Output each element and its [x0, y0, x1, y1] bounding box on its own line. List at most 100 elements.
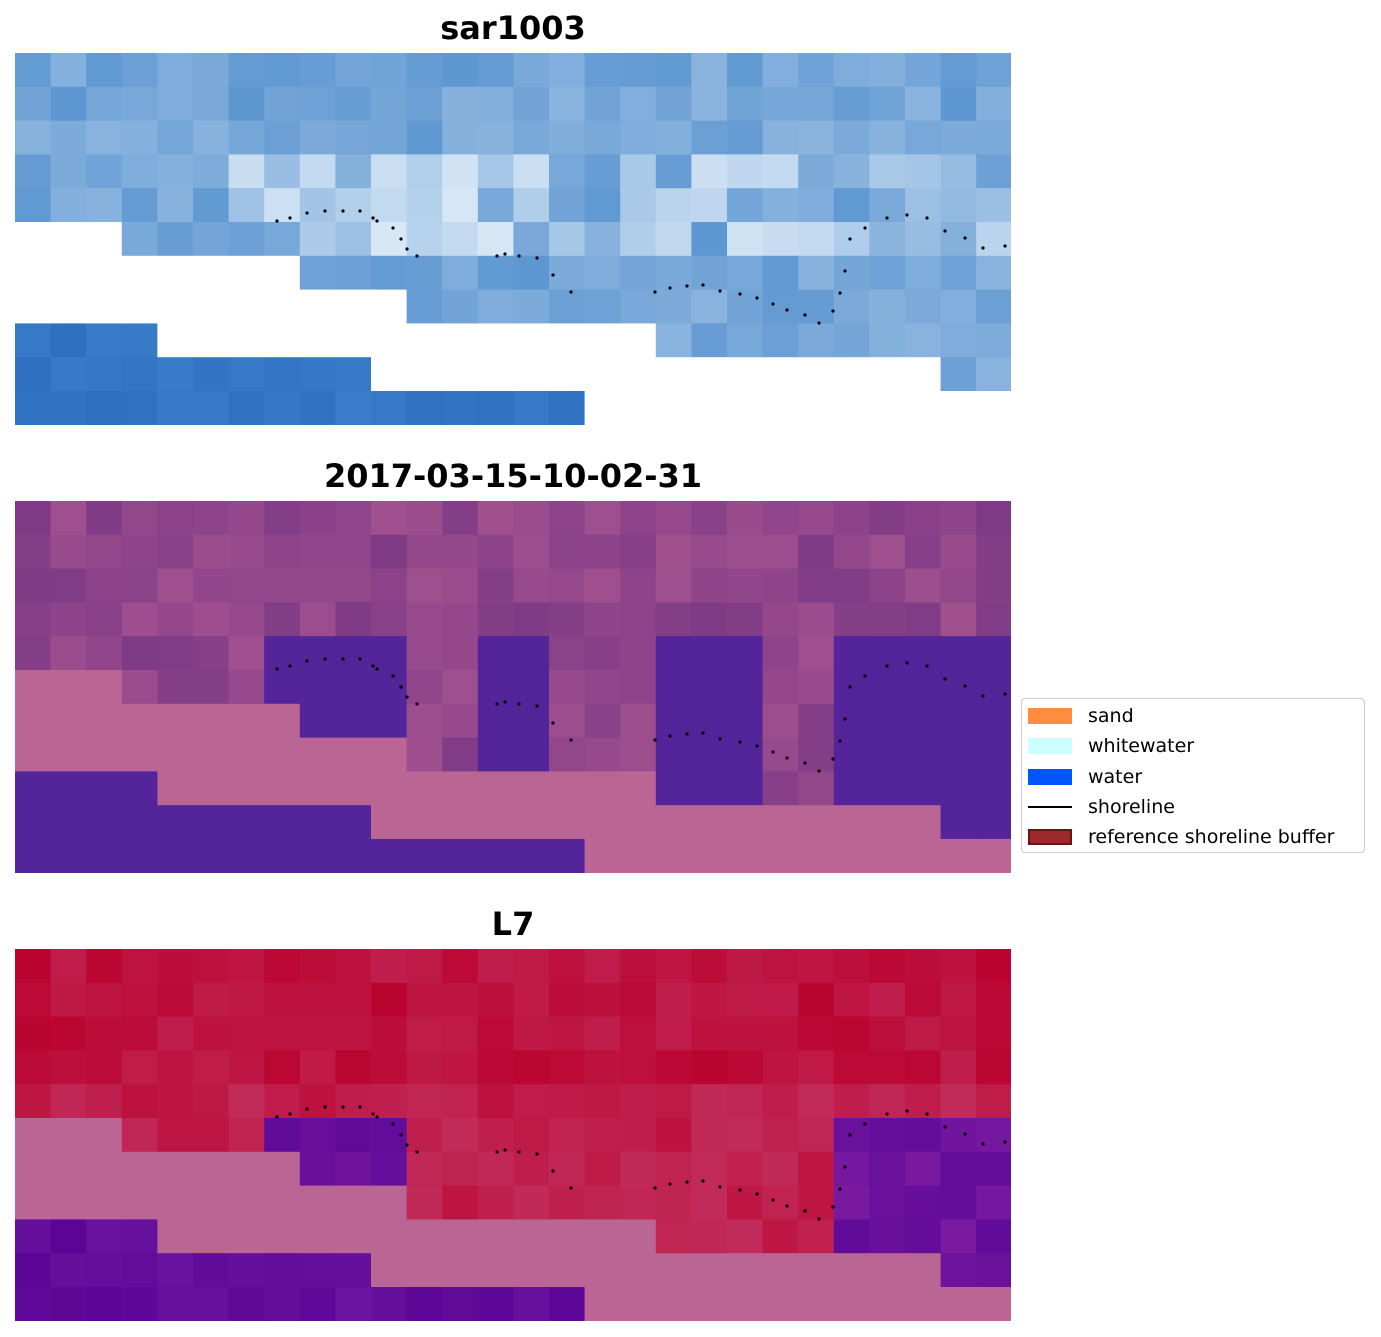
raster-pixel — [940, 1084, 977, 1119]
raster-pixel — [299, 86, 336, 122]
raster-pixel — [264, 120, 301, 155]
raster-pixel — [264, 1016, 301, 1051]
raster-pixel — [727, 534, 764, 570]
raster-pixel — [299, 1118, 336, 1153]
legend-label-shoreline: shoreline — [1088, 796, 1175, 818]
raster-pixel — [798, 357, 835, 392]
raster-pixel — [620, 120, 657, 155]
raster-pixel — [513, 86, 550, 122]
shoreline-point — [963, 684, 967, 688]
raster-pixel — [228, 53, 265, 88]
shoreline-point — [375, 219, 379, 223]
raster-pixel — [442, 391, 479, 425]
raster-pixel — [905, 222, 942, 257]
raster-pixel — [335, 53, 372, 88]
raster-pixel — [442, 1219, 479, 1254]
raster-pixel — [371, 86, 408, 122]
raster-pixel — [833, 188, 870, 223]
raster-pixel — [691, 568, 728, 603]
raster-pixel — [121, 1185, 158, 1220]
raster-pixel — [15, 188, 52, 223]
raster-pixel — [549, 1084, 586, 1119]
raster-pixel — [869, 771, 906, 806]
raster-pixel — [264, 154, 301, 189]
raster-pixel — [549, 501, 586, 536]
raster-pixel — [86, 120, 123, 155]
raster-pixel — [549, 255, 586, 291]
raster-pixel — [869, 1185, 906, 1220]
raster-pixel — [442, 1253, 479, 1288]
raster-pixel — [406, 1185, 443, 1220]
raster-pixel — [299, 289, 336, 324]
raster-pixel — [940, 534, 977, 570]
raster-pixel — [477, 1118, 514, 1153]
raster-pixel — [371, 154, 408, 189]
raster-pixel — [299, 357, 336, 392]
raster-pixel — [833, 289, 870, 324]
raster-pixel — [905, 53, 942, 88]
raster-pixel — [798, 154, 835, 189]
raster-pixel — [335, 737, 372, 772]
raster-pixel — [15, 1118, 52, 1153]
raster-pixel — [976, 839, 1011, 873]
raster-pixel — [121, 771, 158, 806]
raster-pixel — [228, 255, 265, 291]
shoreline-point — [905, 1109, 909, 1113]
raster-pixel — [584, 1050, 621, 1085]
shoreline-point — [685, 1180, 689, 1184]
raster-pixel — [869, 120, 906, 155]
raster-pixel — [620, 357, 657, 392]
shoreline-point — [399, 1133, 403, 1137]
raster-pixel — [940, 1253, 977, 1288]
raster-pixel — [121, 357, 158, 392]
raster-pixel — [513, 771, 550, 806]
raster-pixel — [157, 949, 194, 984]
raster-pixel — [869, 534, 906, 570]
raster-pixel — [727, 188, 764, 223]
raster-pixel — [655, 568, 692, 603]
raster-pixel — [193, 86, 230, 122]
raster-pixel — [513, 120, 550, 155]
raster-pixel — [584, 1016, 621, 1051]
raster-pixel — [15, 839, 52, 873]
raster-pixel — [477, 1185, 514, 1220]
raster-pixel — [798, 1084, 835, 1119]
raster-pixel — [691, 1219, 728, 1254]
raster-pixel — [299, 1151, 336, 1187]
raster-pixel — [727, 1016, 764, 1051]
raster-pixel — [15, 1016, 52, 1051]
raster-pixel — [264, 602, 301, 637]
raster-pixel — [655, 222, 692, 257]
raster-pixel — [727, 568, 764, 603]
raster-pixel — [299, 1185, 336, 1220]
raster-pixel — [50, 602, 87, 637]
raster-pixel — [727, 670, 764, 705]
shoreline-point — [375, 667, 379, 671]
raster-pixel — [905, 120, 942, 155]
raster-pixel — [193, 1050, 230, 1085]
raster-pixel — [940, 323, 977, 358]
raster-pixel — [549, 222, 586, 257]
raster-pixel — [762, 568, 799, 603]
raster-pixel — [228, 120, 265, 155]
raster-pixel — [15, 1151, 52, 1187]
raster-pixel — [371, 805, 408, 840]
raster-pixel — [513, 289, 550, 324]
raster-pixel — [905, 1050, 942, 1085]
raster-pixel — [833, 1084, 870, 1119]
raster-pixel — [299, 670, 336, 705]
raster-pixel — [371, 255, 408, 291]
raster-pixel — [620, 982, 657, 1018]
raster-pixel — [833, 86, 870, 122]
raster-pixel — [477, 602, 514, 637]
raster-pixel — [762, 222, 799, 257]
raster-pixel — [727, 391, 764, 425]
shoreline-point — [785, 308, 789, 312]
raster-pixel — [976, 53, 1011, 88]
raster-pixel — [798, 323, 835, 358]
raster-pixel — [477, 568, 514, 603]
raster-pixel — [15, 255, 52, 291]
raster-pixel — [549, 1050, 586, 1085]
raster-pixel — [655, 154, 692, 189]
raster-pixel — [157, 568, 194, 603]
